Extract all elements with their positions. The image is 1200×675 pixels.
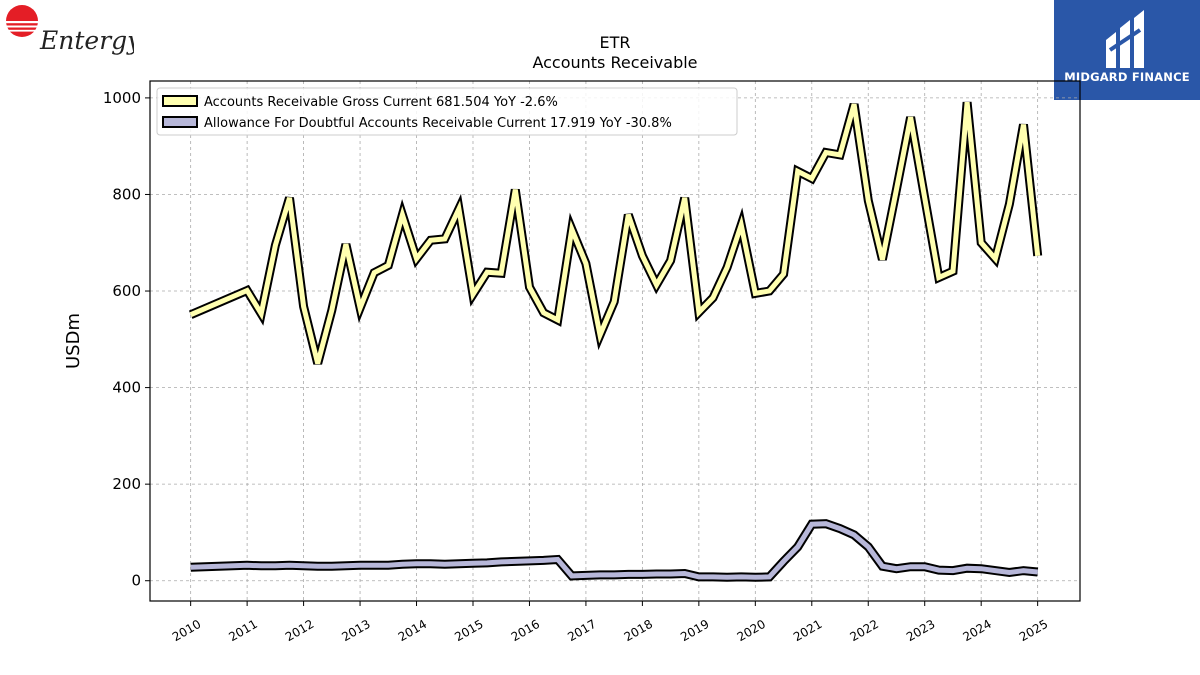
series-outline-1 [188,101,1043,365]
y-tick-label: 200 [112,475,141,493]
x-tick-label: 2014 [396,617,429,644]
x-tick-label: 2015 [452,617,485,644]
axes-frame [149,80,1081,602]
x-tick-label: 2010 [170,617,203,644]
legend-box [156,87,738,136]
x-tick-label: 2020 [735,617,768,644]
watermark-label: MIDGARD FINANCE [1064,70,1190,84]
series-outline-2 [190,519,1039,582]
legend: Accounts Receivable Gross Current 681.50… [156,87,738,136]
x-tick-label: 2011 [226,617,259,644]
y-tick-label: 600 [112,282,141,300]
entergy-wordmark: Entergy [39,26,134,55]
x-tick-label: 2022 [848,617,881,644]
chart-subtitle: Accounts Receivable [532,53,698,72]
entergy-logo: Entergy [4,4,142,60]
chart-title: ETR [599,33,631,52]
x-tick-label: 2023 [904,617,937,644]
x-tick-label: 2021 [791,617,824,644]
series-layer [188,101,1043,582]
y-tick-label: 1000 [103,89,141,107]
chart-title-block: ETR Accounts Receivable [150,33,1080,73]
y-tick-label: 0 [131,572,141,590]
series-line-1 [189,101,1041,365]
legend-label-1: Accounts Receivable Gross Current 681.50… [204,95,558,110]
entergy-sunrise-icon: Entergy [6,5,142,55]
midgard-finance-watermark: MIDGARD FINANCE [1054,0,1200,100]
legend-label-2: Allowance For Doubtful Accounts Receivab… [204,116,672,131]
y-axis-label: USDm [63,313,84,369]
x-tick-label: 2016 [509,617,542,644]
x-tick-label: 2012 [283,617,316,644]
legend-swatch-1 [162,95,198,107]
grid [150,81,1080,601]
midgard-logo-icon [1106,10,1144,68]
x-tick-label: 2018 [622,617,655,644]
y-tick-label: 400 [112,379,141,397]
y-tick-label: 800 [112,185,141,203]
x-tick-label: 2019 [678,617,711,644]
x-tick-label: 2013 [339,617,372,644]
x-tick-label: 2024 [960,617,993,644]
x-axis: 2010 2011 2012 2013 2014 2015 2016 2017 2018 2019… [170,601,1050,644]
x-tick-label: 2017 [565,617,598,644]
x-tick-label: 2025 [1017,617,1050,644]
y-axis: 0 200 400 600 800 1000 [103,89,150,590]
legend-swatch-2 [162,116,198,128]
series-line-2 [190,521,1038,580]
